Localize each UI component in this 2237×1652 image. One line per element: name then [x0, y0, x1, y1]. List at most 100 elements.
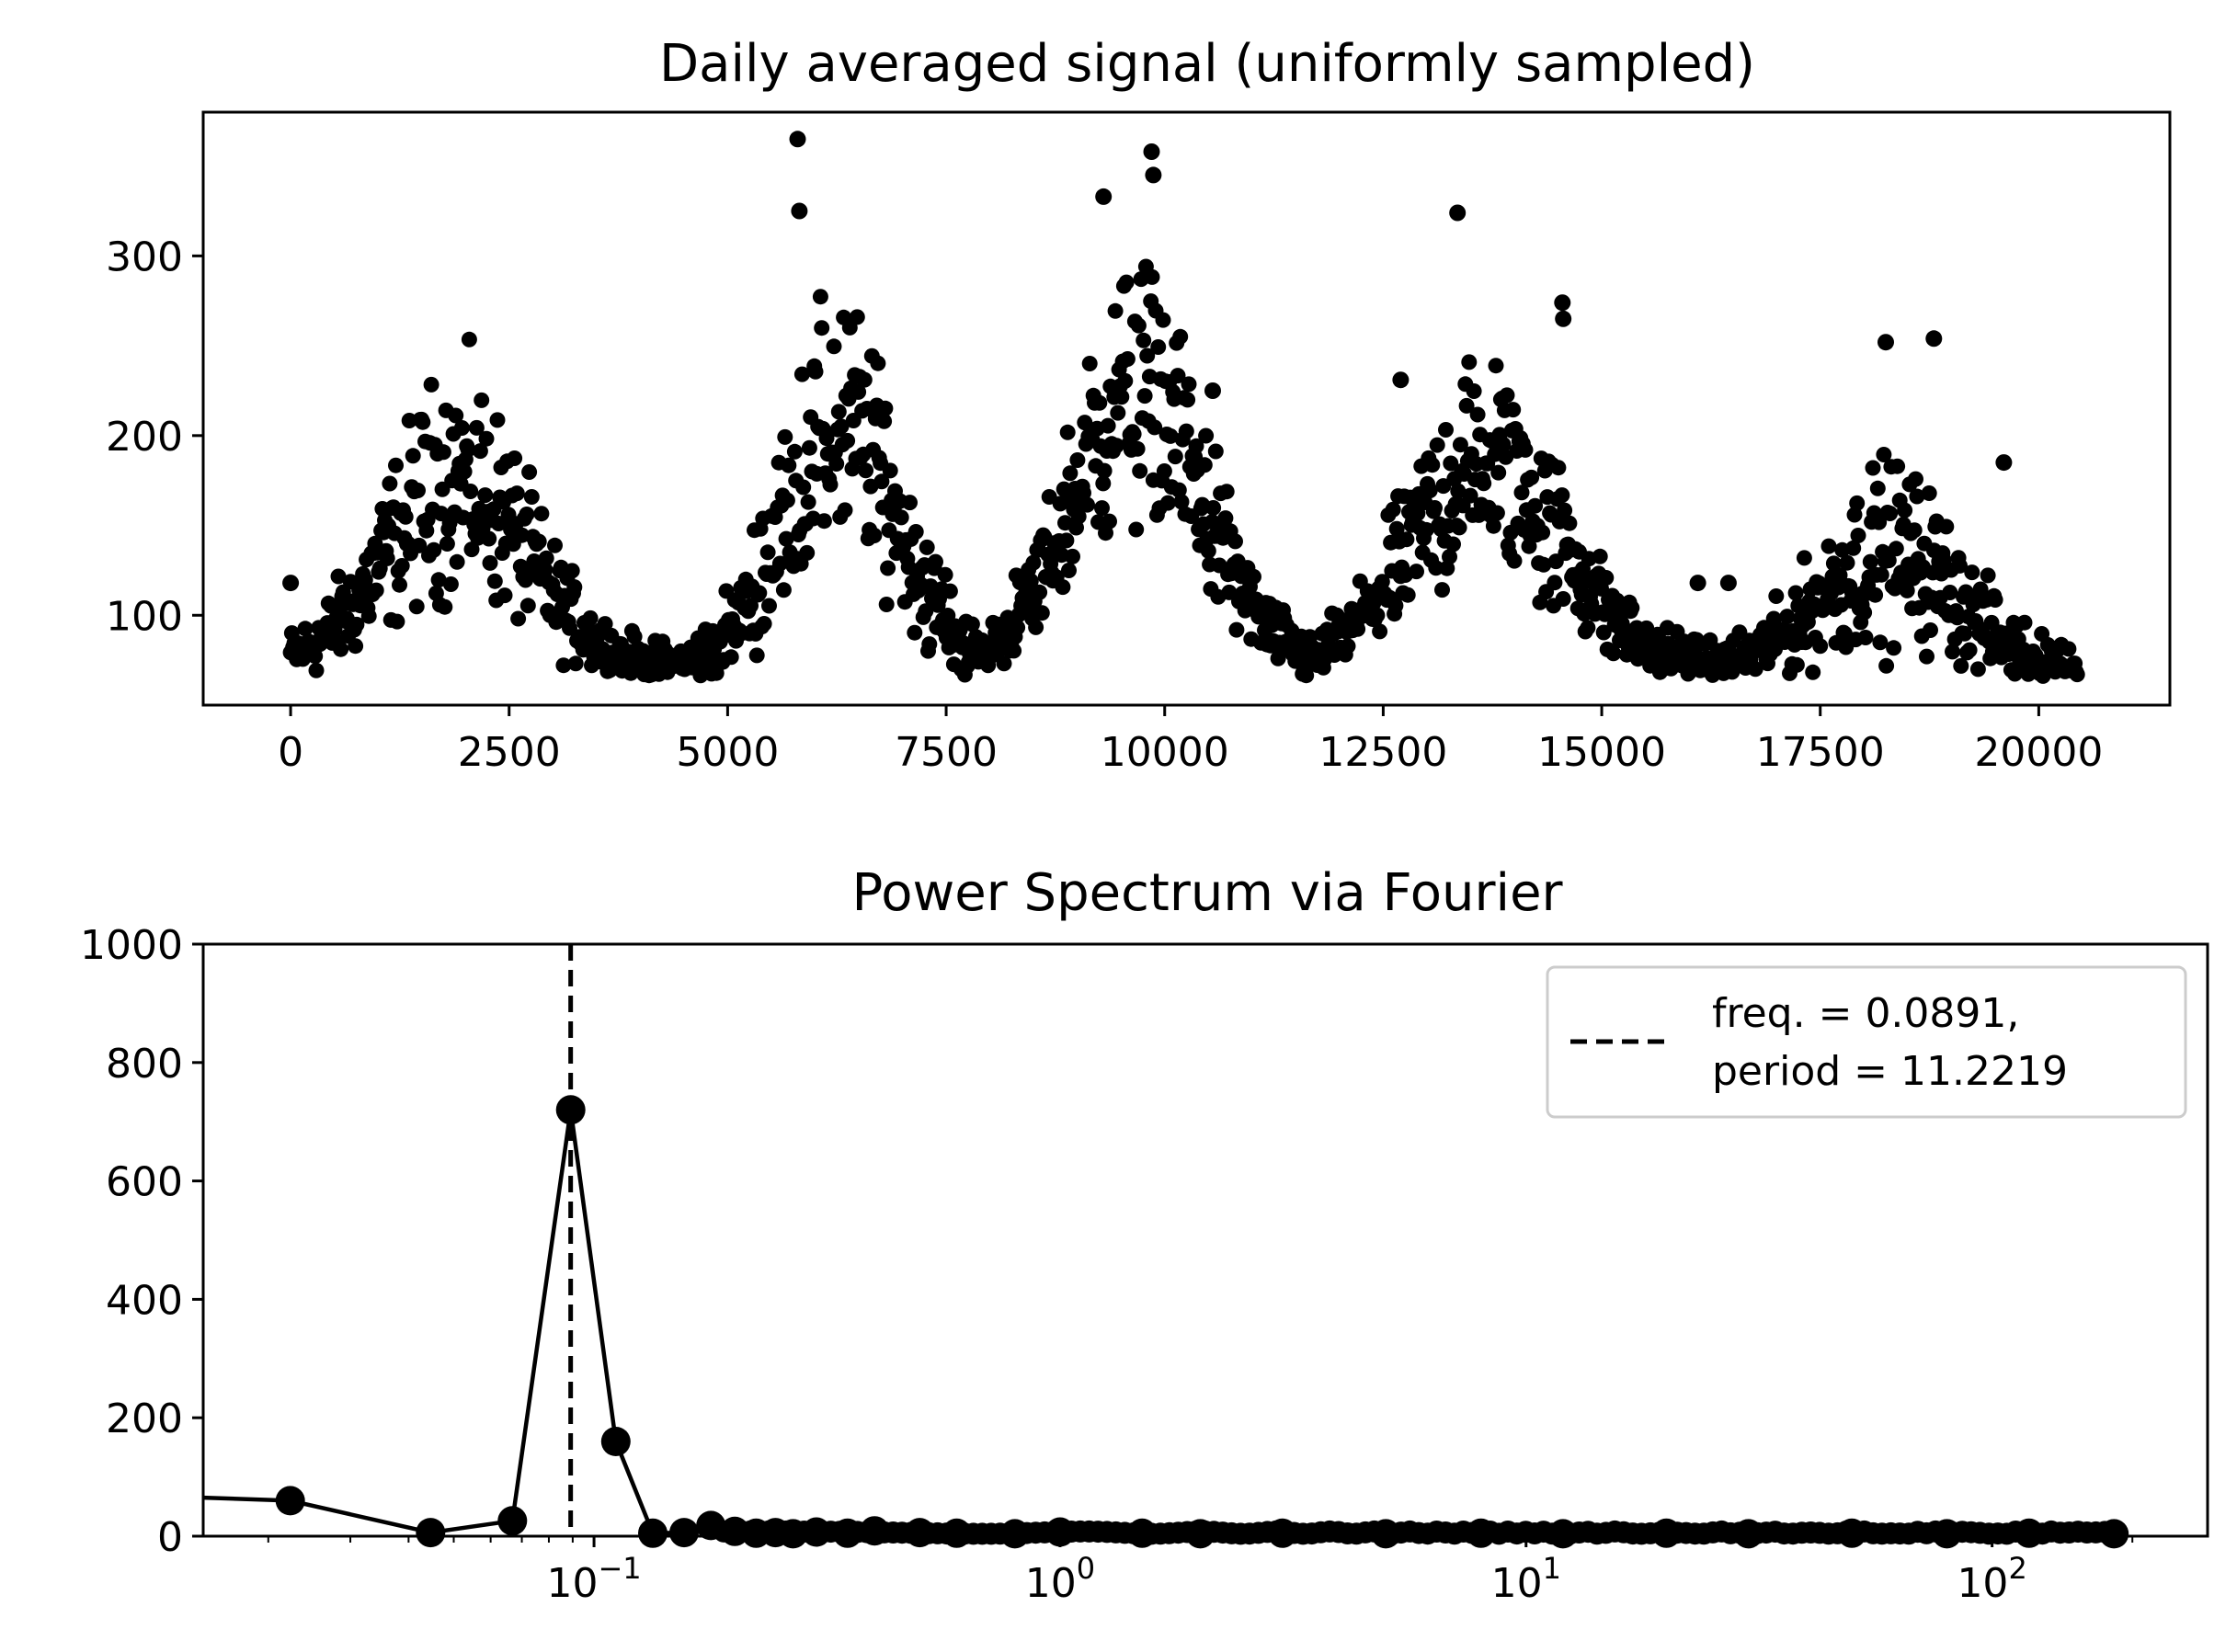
signal-point — [756, 616, 772, 632]
signal-point — [1096, 462, 1113, 479]
signal-point — [1298, 667, 1315, 684]
signal-point — [1101, 513, 1117, 530]
signal-point — [360, 608, 377, 624]
signal-point — [1421, 483, 1438, 499]
signal-point — [1205, 500, 1222, 516]
signal-point — [1919, 648, 1935, 665]
signal-point — [1849, 495, 1866, 511]
signal-plot-frame — [201, 110, 2172, 707]
signal-point — [1113, 389, 1130, 405]
signal-point — [426, 541, 442, 558]
spectrum-point — [638, 1518, 668, 1548]
signal-point — [1070, 508, 1087, 525]
signal-point — [1495, 437, 1512, 452]
signal-point — [1796, 550, 1812, 566]
signal-point — [818, 430, 835, 447]
signal-point — [1246, 568, 1261, 585]
signal-point — [523, 489, 540, 505]
signal-point — [1410, 506, 1426, 521]
signal-point — [1872, 634, 1889, 651]
signal-point — [1217, 510, 1234, 527]
signal-point — [1867, 587, 1884, 603]
signal-y-tick-label: 100 — [106, 593, 183, 640]
signal-x-tick-label: 0 — [278, 729, 303, 776]
signal-point — [1125, 426, 1142, 442]
signal-point — [410, 483, 426, 498]
signal-point — [1886, 640, 1902, 656]
signal-point — [423, 376, 439, 393]
signal-point — [538, 550, 554, 566]
signal-x-tick-label: 17500 — [1756, 729, 1885, 776]
signal-point — [833, 418, 850, 435]
signal-point — [1385, 501, 1401, 518]
signal-point — [856, 371, 873, 388]
signal-y-tick-label: 200 — [106, 414, 183, 461]
signal-point — [814, 320, 830, 336]
signal-point — [1188, 438, 1204, 454]
signal-point — [1107, 302, 1124, 319]
signal-point — [1374, 574, 1390, 590]
signal-point — [1788, 656, 1805, 673]
signal-point — [1136, 332, 1152, 348]
signal-point — [1452, 437, 1468, 453]
signal-outlier-point — [1555, 310, 1572, 327]
signal-point — [537, 562, 554, 578]
signal-point — [330, 568, 347, 585]
signal-point — [996, 655, 1012, 672]
signal-point — [1228, 621, 1245, 638]
signal-point — [1909, 488, 1925, 505]
signal-point — [468, 419, 485, 436]
spectrum-x-tick-base: 10 — [1957, 1560, 2008, 1607]
signal-outlier-point — [1689, 575, 1706, 592]
signal-chart: Daily averaged signal (uniformly sampled… — [106, 34, 2172, 776]
signal-point — [1595, 624, 1612, 641]
signal-point — [297, 621, 314, 637]
signal-point — [507, 450, 523, 466]
signal-point — [463, 541, 480, 558]
signal-outlier-point — [282, 575, 300, 592]
signal-point — [1839, 554, 1855, 571]
signal-point — [1094, 500, 1110, 517]
signal-point — [775, 582, 792, 598]
signal-point — [1535, 556, 1552, 573]
signal-point — [626, 629, 643, 644]
signal-points — [282, 131, 2085, 684]
signal-point — [555, 657, 572, 674]
signal-point — [880, 560, 896, 576]
signal-point — [1488, 358, 1504, 374]
signal-point — [816, 513, 832, 530]
signal-point — [877, 400, 894, 416]
signal-point — [582, 610, 599, 626]
signal-point — [1159, 495, 1176, 511]
signal-point — [1825, 555, 1842, 572]
signal-point — [878, 597, 895, 612]
signal-outlier-point — [1204, 382, 1221, 399]
spectrum-x-tick-label: 101 — [1491, 1551, 1561, 1607]
spectrum-x-tick-base: 10 — [1025, 1560, 1077, 1607]
spectrum-point — [2094, 1521, 2117, 1544]
signal-point — [1899, 582, 1915, 598]
signal-point — [1557, 502, 1573, 518]
signal-point — [1200, 542, 1216, 559]
signal-point — [1388, 520, 1405, 537]
signal-point — [1485, 518, 1501, 534]
signal-x-ticks: 0 2500 5000 7500 10000 12500 15000 17500 20000 — [278, 705, 2103, 776]
signal-point — [489, 412, 506, 428]
signal-point — [1136, 388, 1153, 404]
signal-point — [1906, 522, 1923, 539]
signal-point — [799, 544, 816, 561]
signal-point — [1100, 417, 1116, 434]
signal-point — [1065, 548, 1080, 564]
spectrum-x-tick-exponent: 0 — [1077, 1551, 1095, 1586]
signal-x-tick-label: 7500 — [895, 729, 998, 776]
spectrum-point — [555, 1095, 586, 1125]
signal-point — [1747, 661, 1763, 678]
signal-point — [486, 573, 503, 589]
spectrum-point — [669, 1518, 699, 1548]
signal-point — [519, 507, 535, 522]
spectrum-y-tick-label: 600 — [106, 1159, 183, 1206]
signal-point — [1010, 620, 1026, 636]
signal-point — [1953, 657, 1969, 674]
